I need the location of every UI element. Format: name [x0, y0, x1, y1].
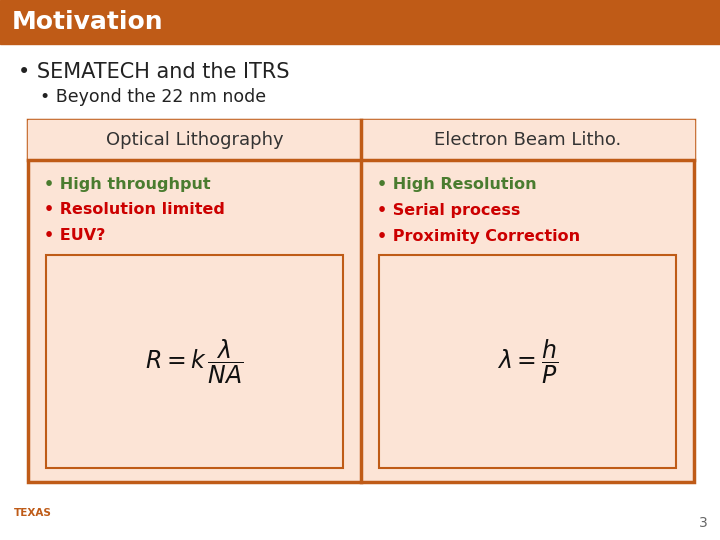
Bar	[0, 0, 720, 44]
Text: • SEMATECH and the ITRS: • SEMATECH and the ITRS	[18, 62, 289, 82]
Text: 3: 3	[699, 516, 708, 530]
Text: • EUV?: • EUV?	[44, 228, 105, 244]
Text: $R = k\,\dfrac{\lambda}{NA}$: $R = k\,\dfrac{\lambda}{NA}$	[145, 338, 244, 386]
Text: • Serial process: • Serial process	[377, 202, 521, 218]
Text: Optical Lithography: Optical Lithography	[106, 131, 283, 149]
Text: Electron Beam Litho.: Electron Beam Litho.	[434, 131, 621, 149]
Text: • High Resolution: • High Resolution	[377, 177, 536, 192]
Text: $\lambda = \dfrac{h}{P}$: $\lambda = \dfrac{h}{P}$	[497, 338, 558, 386]
Bar	[379, 255, 676, 468]
Text: • High throughput: • High throughput	[44, 177, 211, 192]
Text: • Proximity Correction: • Proximity Correction	[377, 228, 580, 244]
Text: • Resolution limited: • Resolution limited	[44, 202, 225, 218]
Bar	[28, 120, 694, 160]
Bar	[46, 255, 343, 468]
Text: Motivation: Motivation	[12, 10, 163, 34]
Text: • Beyond the 22 nm node: • Beyond the 22 nm node	[40, 88, 266, 106]
Bar	[28, 120, 694, 482]
Text: TEXAS: TEXAS	[14, 508, 52, 518]
